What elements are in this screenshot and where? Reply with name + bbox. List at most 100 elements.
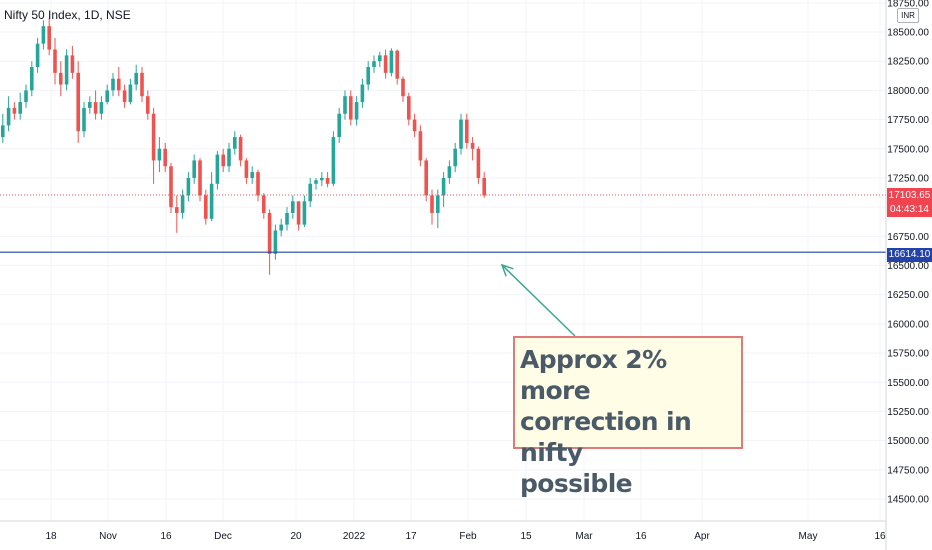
x-tick-label: 16 <box>874 531 886 542</box>
x-tick-label: Nov <box>99 531 117 542</box>
candle <box>64 49 69 91</box>
candle <box>76 61 80 143</box>
candle <box>111 72 115 97</box>
candle-body <box>140 72 144 97</box>
candle <box>99 96 104 120</box>
level-price-tag: 16614.10 <box>887 248 932 262</box>
candle-body <box>418 131 423 161</box>
candle-body <box>12 107 17 114</box>
y-tick-label: 15250.00 <box>887 407 929 418</box>
candle <box>378 51 382 68</box>
candle-body <box>192 160 196 178</box>
candle <box>465 113 469 149</box>
candle-body <box>296 201 301 225</box>
candle-body <box>64 55 69 85</box>
y-tick-label: 16500.00 <box>887 261 929 272</box>
candle-body <box>111 78 115 91</box>
candle <box>134 64 138 91</box>
candle <box>244 158 249 184</box>
chart-title[interactable]: Nifty 50 Index, 1D, NSE <box>4 8 131 22</box>
candle <box>250 166 254 184</box>
candle-body <box>459 119 463 149</box>
bar-countdown: 04:43:14 <box>890 204 929 215</box>
y-tick-label: 14750.00 <box>887 465 929 476</box>
candle <box>389 48 394 77</box>
candle <box>59 61 63 97</box>
candle <box>308 177 312 208</box>
candle-body <box>262 195 266 213</box>
candle <box>401 76 405 103</box>
candle-body <box>383 55 388 73</box>
candle <box>372 55 376 73</box>
candle-body <box>250 172 254 178</box>
candle <box>366 61 370 91</box>
time-axis[interactable]: 18 Nov 16 Dec 20 2022 17 Feb 15 Mar 16 Apr May 16 <box>45 531 886 542</box>
candle <box>238 134 243 167</box>
candle <box>227 142 231 173</box>
candle <box>331 131 336 187</box>
candle-body <box>424 160 428 196</box>
candle-body <box>378 55 382 62</box>
candle-body <box>325 177 330 184</box>
candle-body <box>279 224 283 231</box>
candle <box>459 113 463 155</box>
y-tick-label: 18750.00 <box>887 0 929 9</box>
candle <box>453 142 457 173</box>
candle-body <box>204 195 208 219</box>
arrow-head <box>500 263 514 277</box>
y-tick-label: 16250.00 <box>887 290 929 301</box>
candle <box>354 96 359 126</box>
candle <box>320 172 324 187</box>
candle-body <box>308 183 312 202</box>
candle-body <box>320 177 324 181</box>
candle-body <box>482 177 486 196</box>
x-tick-label: 2022 <box>343 531 366 542</box>
candle <box>128 78 133 105</box>
candle-body <box>441 177 446 196</box>
candle-body <box>93 102 98 114</box>
x-tick-label: 18 <box>45 531 57 542</box>
candle <box>53 37 57 85</box>
candle <box>470 137 475 161</box>
candle-body <box>53 49 57 73</box>
candle <box>47 17 51 56</box>
candle-body <box>88 102 92 108</box>
candle-body <box>476 148 481 178</box>
candle <box>418 125 423 167</box>
price-axis[interactable]: 14500.00 14750.00 15000.00 15250.00 15500.00… <box>887 0 929 506</box>
candle <box>291 195 295 219</box>
x-tick-label: Apr <box>694 531 710 542</box>
candle <box>186 172 191 202</box>
candle-body <box>41 26 46 44</box>
candle <box>296 201 301 231</box>
candle <box>18 92 22 120</box>
candle <box>180 189 185 219</box>
candle-body <box>244 160 249 178</box>
candle-body <box>349 96 353 120</box>
candle <box>412 113 417 138</box>
annotation-arrow[interactable] <box>500 263 576 337</box>
candle <box>93 90 98 120</box>
candle-body <box>360 84 365 103</box>
currency-badge[interactable]: INR <box>897 8 919 23</box>
candle-body <box>70 55 75 73</box>
candle <box>285 207 289 231</box>
candle-body <box>209 183 214 219</box>
candle-body <box>470 142 475 149</box>
candle-body <box>151 113 156 161</box>
candle-body <box>134 72 138 85</box>
candle-body <box>47 26 51 50</box>
candle-body <box>59 72 63 85</box>
annotation-note[interactable]: Approx 2% more correction in nifty possi… <box>513 336 743 498</box>
candle <box>215 151 220 190</box>
candle-body <box>99 102 104 114</box>
candle-body <box>198 160 202 196</box>
candle-body <box>169 166 173 208</box>
candle <box>476 146 481 184</box>
candle <box>12 102 17 120</box>
last-price-value: 17103.65 <box>888 190 931 201</box>
candle-series <box>1 17 486 275</box>
candle <box>383 49 388 79</box>
